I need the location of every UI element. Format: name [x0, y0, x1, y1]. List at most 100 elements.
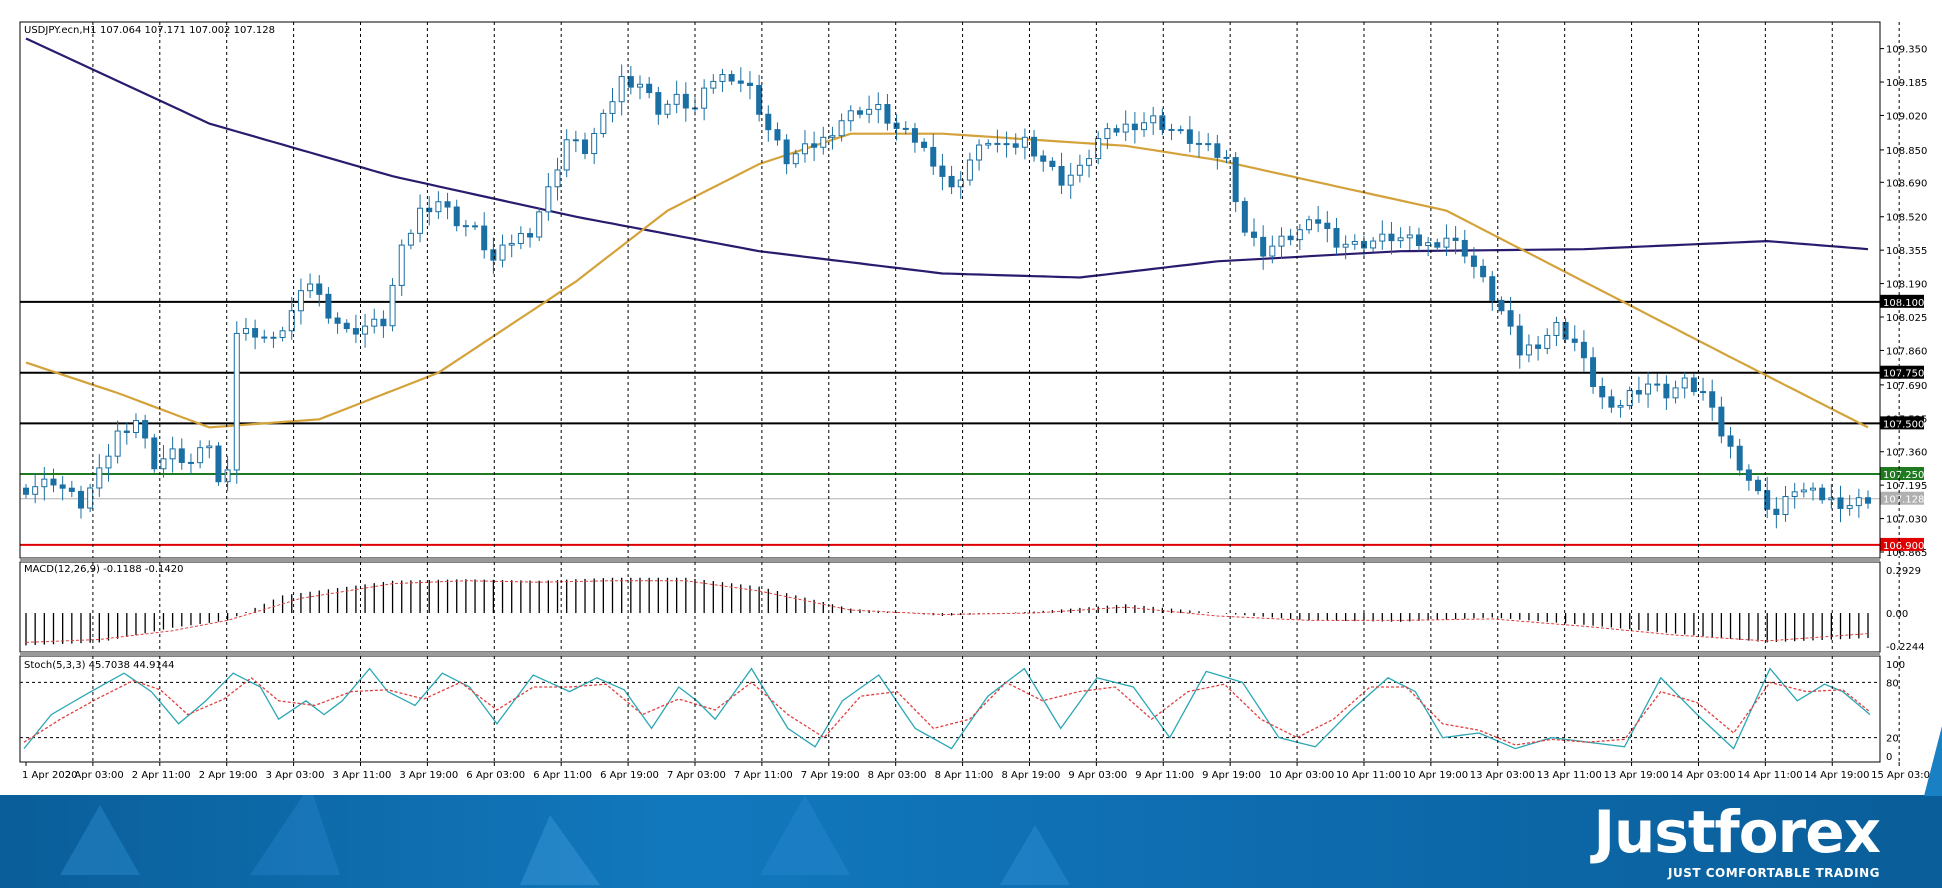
x-tick-label: 10 Apr 19:00	[1403, 770, 1468, 781]
candle-body	[1012, 143, 1019, 148]
candle-body	[737, 80, 744, 84]
ohlc-readout: 107.064 107.171 107.002 107.128	[100, 25, 275, 36]
price-level-tag	[1880, 467, 1924, 481]
candle-body	[1058, 166, 1065, 186]
price-level-tag	[1880, 365, 1924, 379]
candle-body	[1700, 391, 1707, 394]
candle-body	[1131, 123, 1138, 131]
candle-body	[976, 144, 983, 161]
candle-body	[1370, 240, 1377, 249]
stochastic-panel: 100 80 20 0	[20, 660, 1905, 763]
candle-body	[1525, 344, 1532, 356]
candle-body	[41, 478, 48, 488]
candle-body	[1406, 234, 1413, 239]
candle-body	[966, 159, 973, 181]
candle-body	[270, 336, 277, 339]
candle-body	[1324, 222, 1331, 229]
candle-body	[1397, 237, 1404, 242]
candle-body	[481, 225, 488, 251]
price-level-label: 108.100	[1883, 298, 1924, 309]
x-tick-label: 2 Apr 11:00	[132, 770, 191, 781]
y-tick-label: 107.360	[1886, 448, 1927, 459]
candle-body	[50, 478, 57, 486]
x-tick-label: 6 Apr 03:00	[466, 770, 525, 781]
price-level-label: 107.128	[1883, 495, 1924, 506]
candle-body	[96, 467, 103, 489]
candle-body	[1251, 231, 1257, 238]
candle-body	[1516, 325, 1523, 356]
y-tick-label: 108.690	[1886, 178, 1927, 189]
candle-body	[1635, 390, 1642, 395]
candle-body	[1141, 122, 1148, 131]
price-level-tag	[1880, 491, 1924, 505]
candle-body	[1837, 497, 1844, 509]
macd-y-tick-label: -0.2244	[1886, 642, 1925, 653]
price-level-label: 106.900	[1883, 541, 1924, 552]
symbol-label: USDJPY.ecn,H1	[24, 25, 96, 36]
candle-body	[811, 143, 818, 148]
candle-body	[1764, 490, 1771, 510]
candle-body	[316, 283, 323, 295]
x-tick-label: 2 Apr 03:00	[65, 770, 124, 781]
x-tick-label: 6 Apr 19:00	[600, 770, 659, 781]
candle-body	[1168, 128, 1175, 131]
price-level-label: 107.750	[1883, 369, 1924, 380]
decor-triangle	[520, 815, 600, 885]
candle-body	[1800, 489, 1807, 493]
candle-body	[783, 139, 790, 165]
candle-body	[893, 122, 900, 129]
candle-body	[1562, 321, 1569, 340]
y-tick-label: 108.520	[1886, 213, 1927, 224]
macd-y-tick-label: 0.00	[1886, 609, 1908, 620]
candle-body	[169, 448, 176, 460]
candle-body	[1241, 201, 1248, 233]
candle-body	[801, 143, 808, 155]
candle-body	[756, 84, 763, 115]
candle-body	[151, 437, 158, 470]
candle-body	[362, 325, 369, 335]
x-tick-label: 7 Apr 19:00	[801, 770, 860, 781]
candle-body	[710, 80, 717, 89]
candle-body	[600, 112, 607, 134]
candle-body	[87, 487, 94, 509]
candle-body	[1269, 245, 1276, 257]
candle-body	[875, 104, 882, 110]
macd-panel-frame	[19, 561, 1881, 653]
y-tick-label: 109.185	[1886, 78, 1927, 89]
macd-y-tick-label: 0.2929	[1886, 566, 1921, 577]
candle-body	[1287, 235, 1294, 241]
candle-body	[902, 127, 909, 130]
candle-body	[1021, 136, 1028, 148]
candle-body	[1104, 128, 1111, 140]
candle-body	[1305, 219, 1312, 231]
candle-body	[1791, 491, 1798, 497]
candle-body	[1296, 229, 1303, 241]
y-tick-label: 107.195	[1886, 481, 1927, 492]
candle-body	[215, 445, 222, 483]
candle-body	[407, 232, 414, 246]
candle-body	[1590, 357, 1597, 387]
candle-body	[297, 290, 304, 312]
macd-signal-line	[25, 580, 1869, 643]
candle-body	[1828, 497, 1835, 501]
candle-body	[1150, 115, 1157, 124]
candle-body	[1855, 497, 1862, 507]
candle-body	[508, 242, 515, 246]
candle-body	[1351, 240, 1358, 245]
x-tick-label: 3 Apr 03:00	[266, 770, 325, 781]
decor-triangle	[1000, 825, 1070, 885]
candle-body	[142, 420, 149, 439]
stoch-signal-line	[23, 676, 1871, 746]
candle-body	[701, 87, 708, 109]
candle-body	[1846, 505, 1853, 509]
candle-body	[1278, 235, 1285, 247]
stoch-y-tick-label: 80	[1886, 678, 1899, 689]
candle-body	[1544, 334, 1551, 349]
candle-body	[224, 469, 231, 483]
candle-body	[499, 244, 506, 261]
candle-body	[187, 461, 194, 464]
candle-body	[930, 146, 937, 167]
candle-body	[23, 487, 29, 495]
candle-body	[398, 244, 405, 286]
panel-separator	[20, 558, 1880, 562]
